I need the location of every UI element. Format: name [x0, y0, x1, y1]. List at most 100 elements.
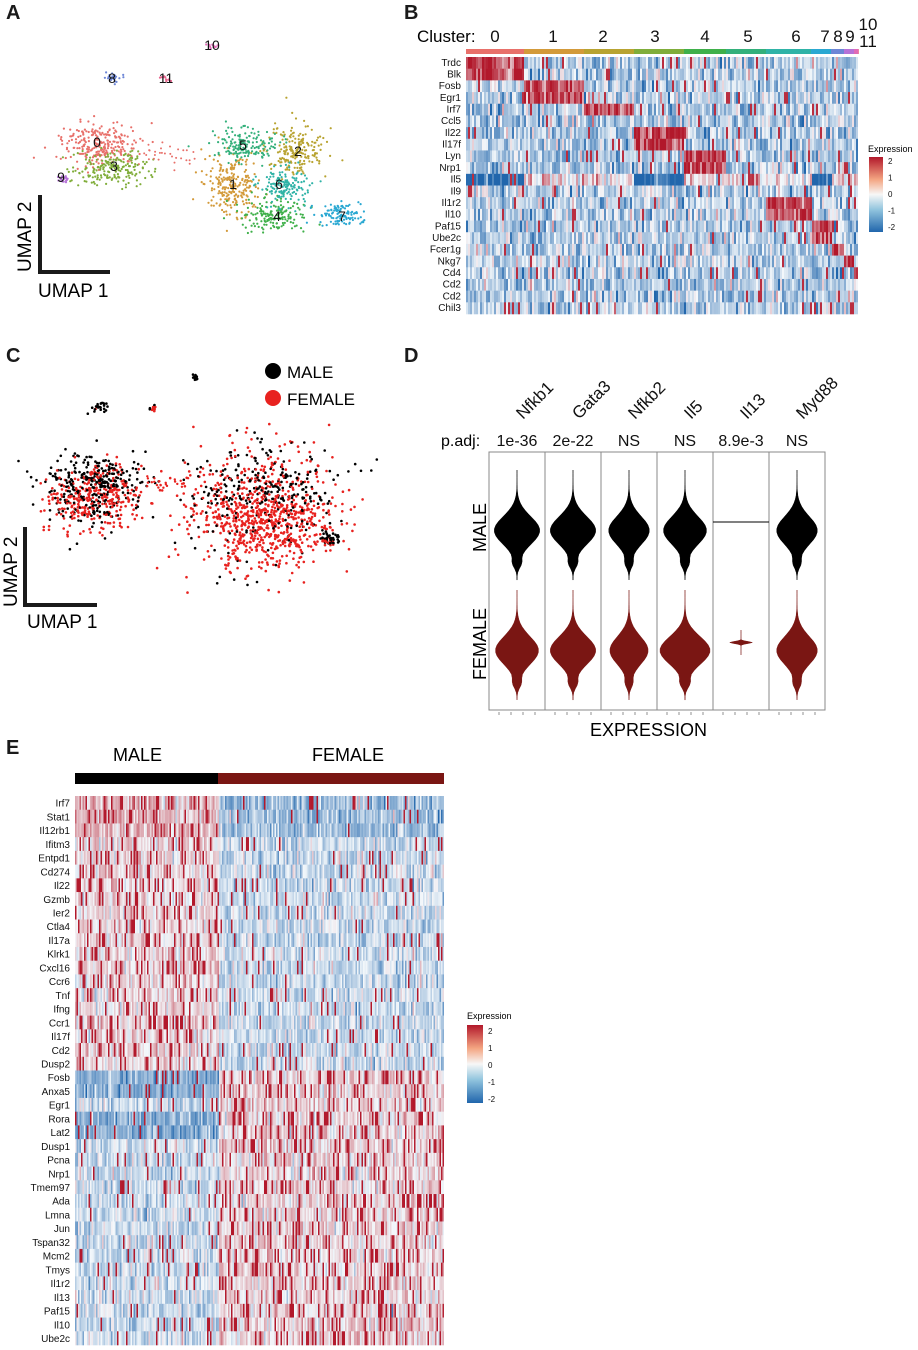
e-gene-label: Tmem97 — [31, 1183, 71, 1194]
e-gene-label: Il12rb1 — [39, 826, 70, 837]
legend-male-label: MALE — [287, 363, 333, 382]
umap-cluster-points — [32, 43, 366, 235]
e-legend-tick: -2 — [488, 1095, 496, 1104]
b-gene-label: Egr1 — [440, 93, 462, 104]
heatmap-cells — [466, 57, 858, 315]
b-gene-label: Nkg7 — [438, 256, 462, 267]
e-gene-label: Anxa5 — [42, 1087, 71, 1098]
panel-label-e: E — [6, 737, 20, 759]
group-label-female: FEMALE — [312, 745, 384, 765]
e-gene-label: Dusp1 — [41, 1142, 70, 1153]
e-gene-label: Fosb — [48, 1073, 71, 1084]
e-legend-tick: -1 — [488, 1078, 496, 1087]
e-gene-label: Tnf — [56, 991, 71, 1002]
b-gene-label: Chil3 — [438, 303, 461, 314]
e-gene-label: Il17f — [51, 1032, 70, 1043]
group-label-male: MALE — [113, 745, 162, 765]
cluster-label-1: 1 — [229, 176, 237, 192]
legend-title: Expression — [868, 144, 913, 154]
cluster-col-label-10: 10 — [859, 15, 878, 34]
cluster-label-7: 7 — [338, 208, 346, 224]
b-gene-label: Nrp1 — [439, 163, 461, 174]
cluster-col-label-2: 2 — [598, 27, 607, 46]
e-gene-label: Lmna — [45, 1211, 70, 1222]
legend-female-dot — [265, 390, 281, 406]
e-gene-label: Entpd1 — [38, 854, 70, 865]
panel-label-a: A — [6, 2, 21, 24]
umap-x-label: UMAP 1 — [38, 281, 108, 302]
e-gene-label: Ctla4 — [47, 922, 71, 933]
e-gene-label: Ifitm3 — [46, 840, 71, 851]
cluster-col-label-4: 4 — [700, 27, 709, 46]
e-gene-label: Cxcl16 — [39, 963, 70, 974]
cluster-label-9: 9 — [57, 169, 65, 185]
umap-cluster-plot: 0 1 2 3 4 5 6 7 8 9 10 11 UMAP 1 UMAP 2 — [15, 37, 366, 302]
e-gene-label: Stat1 — [47, 812, 71, 823]
e-gene-label: Mcm2 — [43, 1252, 71, 1263]
e-gene-label: Irf7 — [56, 799, 71, 810]
b-legend-tick: 1 — [888, 174, 893, 183]
e-gene-label: Ifng — [53, 1005, 70, 1016]
umap-y-label: UMAP 2 — [15, 202, 36, 272]
umap-sex-points — [17, 373, 379, 594]
group-bar-male — [75, 773, 218, 784]
expression-legend: Expression 2 1 0 -1 -2 — [868, 144, 913, 232]
violin-plot-grid: Nfkb1 Gata3 Nfkb2 Il5 Il13 Myd88 p.adj: 1e-36… — [441, 373, 842, 740]
cluster-col-label-8: 8 — [833, 27, 842, 46]
cluster-label-2: 2 — [294, 143, 302, 159]
e-gene-label: Egr1 — [49, 1101, 71, 1112]
panel-label-d: D — [404, 345, 419, 367]
expression-legend-e: Expression 2 1 0 -1 -2 — [467, 1011, 512, 1104]
e-gene-label: Ube2c — [41, 1334, 70, 1345]
b-legend-tick: 2 — [888, 157, 893, 166]
cluster-label-4: 4 — [273, 208, 281, 224]
heatmap-gene-labels: TrdcBlkFosbEgr1Irf7Ccl5Il22Il17fLynNrp1I… — [430, 58, 462, 314]
umap-x-label-c: UMAP 1 — [27, 612, 97, 633]
b-gene-label: Il1r2 — [442, 198, 462, 209]
cluster-label-0: 0 — [93, 134, 101, 150]
b-gene-label: Il17f — [442, 140, 461, 151]
row-label-female: FEMALE — [470, 608, 490, 680]
cluster-col-label-6: 6 — [791, 27, 800, 46]
umap-y-label-c: UMAP 2 — [1, 537, 22, 607]
e-gene-label: Cd274 — [41, 867, 71, 878]
cluster-col-label-1: 1 — [548, 27, 557, 46]
heatmap-e-gene-labels: Irf7 Stat1 Il12rb1 Ifitm3 Entpd1 Cd274 Il22 Gzm… — [31, 799, 71, 1345]
e-legend-tick: 2 — [488, 1027, 493, 1036]
e-gene-label: Nrp1 — [48, 1169, 70, 1180]
cluster-prefix-label: Cluster: — [417, 27, 476, 46]
e-gene-label: Lat2 — [51, 1128, 71, 1139]
e-gene-label: Rora — [48, 1114, 70, 1125]
b-gene-label: Cd4 — [443, 268, 462, 279]
b-gene-label: Il9 — [450, 186, 461, 197]
e-gene-label: Il10 — [54, 1320, 71, 1331]
umap-axis-arrows — [38, 195, 110, 274]
e-gene-label: Pcna — [47, 1156, 70, 1167]
padj-value: NS — [786, 433, 808, 450]
e-gene-label: Tspan32 — [32, 1238, 70, 1249]
group-bar-female — [218, 773, 444, 784]
b-legend-tick: -1 — [888, 207, 896, 216]
legend-male-dot — [265, 363, 281, 379]
padj-value: 8.9e-3 — [718, 433, 763, 450]
e-gene-label: Jun — [54, 1224, 70, 1235]
violins — [494, 452, 818, 715]
e-gene-label: Cd2 — [52, 1046, 71, 1057]
e-legend-tick: 1 — [488, 1044, 493, 1053]
e-gene-label: Il22 — [54, 881, 71, 892]
b-gene-label: Paf15 — [435, 221, 462, 232]
cluster-label-5: 5 — [239, 137, 247, 153]
cluster-label-11: 11 — [159, 70, 174, 86]
padj-value: 1e-36 — [497, 433, 538, 450]
e-gene-label: Ier2 — [53, 909, 71, 920]
legend-female-label: FEMALE — [287, 390, 355, 409]
cluster-col-label-7: 7 — [820, 27, 829, 46]
b-gene-label: Trdc — [441, 58, 461, 69]
row-label-male: MALE — [470, 503, 490, 552]
e-gene-label: Ccr1 — [49, 1018, 71, 1029]
umap-cluster-labels: 0 1 2 3 4 5 6 7 8 9 10 11 — [57, 37, 346, 224]
b-legend-tick: -2 — [888, 223, 896, 232]
panel-label-b: B — [404, 2, 419, 24]
cluster-label-8: 8 — [108, 70, 116, 86]
